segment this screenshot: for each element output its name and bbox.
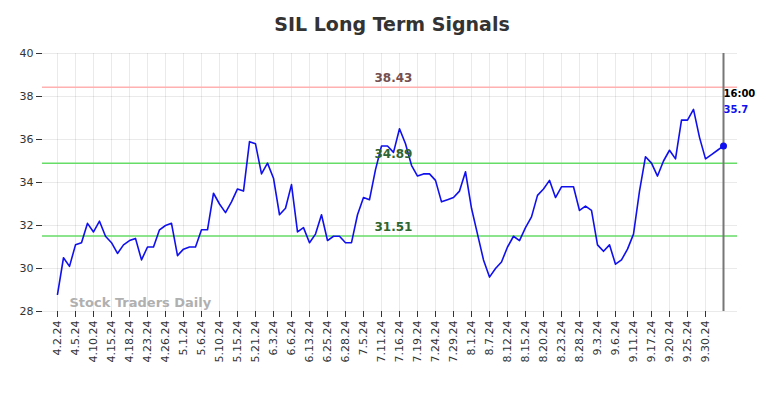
svg-text:31.51: 31.51 [375, 220, 413, 234]
html-text:SIL Long Term Signals: SIL Long Term Signals [274, 13, 510, 35]
svg-text:9.17.24: 9.17.24 [645, 321, 658, 363]
svg-text:8.7.24: 8.7.24 [483, 321, 496, 356]
svg-text:6.6.24: 6.6.24 [285, 321, 298, 356]
svg-text:6.13.24: 6.13.24 [303, 321, 316, 363]
svg-text:8.1.24: 8.1.24 [465, 321, 478, 356]
svg-text:38.43: 38.43 [375, 71, 413, 85]
svg-text:9.6.24: 9.6.24 [609, 321, 622, 356]
svg-text:7.24.24: 7.24.24 [429, 321, 442, 363]
svg-text:9.3.24: 9.3.24 [591, 321, 604, 356]
svg-text:7.16.24: 7.16.24 [393, 321, 406, 363]
svg-text:5.10.24: 5.10.24 [213, 321, 226, 363]
svg-text:16:00: 16:00 [724, 88, 756, 99]
svg-text:8.20.24: 8.20.24 [537, 321, 550, 363]
svg-text:4.5.24: 4.5.24 [69, 321, 82, 356]
svg-text:7.19.24: 7.19.24 [411, 321, 424, 363]
svg-text:4.18.24: 4.18.24 [123, 321, 136, 363]
svg-text:28: 28 [20, 305, 34, 318]
svg-text:8.23.24: 8.23.24 [555, 321, 568, 363]
svg-text:5.6.24: 5.6.24 [195, 321, 208, 356]
svg-text:35.7: 35.7 [724, 104, 749, 115]
svg-text:Stock Traders Daily: Stock Traders Daily [70, 295, 212, 310]
svg-text:30: 30 [20, 262, 34, 275]
svg-text:4.26.24: 4.26.24 [159, 321, 172, 363]
svg-text:7.5.24: 7.5.24 [357, 321, 370, 356]
svg-text:6.3.24: 6.3.24 [267, 321, 280, 356]
svg-text:6.25.24: 6.25.24 [321, 321, 334, 363]
svg-text:9.11.24: 9.11.24 [627, 321, 640, 363]
svg-text:9.20.24: 9.20.24 [663, 321, 676, 363]
svg-text:9.25.24: 9.25.24 [681, 321, 694, 363]
svg-text:5.15.24: 5.15.24 [231, 321, 244, 363]
svg-text:9.30.24: 9.30.24 [699, 321, 712, 363]
svg-text:34.89: 34.89 [375, 147, 413, 161]
svg-text:5.21.24: 5.21.24 [249, 321, 262, 363]
svg-text:36: 36 [20, 133, 34, 146]
svg-text:34: 34 [20, 176, 34, 189]
svg-text:4.15.24: 4.15.24 [105, 321, 118, 363]
svg-text:32: 32 [20, 219, 34, 232]
svg-text:4.10.24: 4.10.24 [87, 321, 100, 363]
svg-text:5.1.24: 5.1.24 [177, 321, 190, 356]
svg-text:8.15.24: 8.15.24 [519, 321, 532, 363]
svg-text:38: 38 [20, 90, 34, 103]
svg-text:6.28.24: 6.28.24 [339, 321, 352, 363]
svg-text:8.12.24: 8.12.24 [501, 321, 514, 363]
svg-text:40: 40 [20, 47, 34, 60]
svg-text:7.11.24: 7.11.24 [375, 321, 388, 363]
svg-text:7.29.24: 7.29.24 [447, 321, 460, 363]
svg-text:4.2.24: 4.2.24 [51, 321, 64, 356]
svg-text:8.28.24: 8.28.24 [573, 321, 586, 363]
svg-text:4.23.24: 4.23.24 [141, 321, 154, 363]
